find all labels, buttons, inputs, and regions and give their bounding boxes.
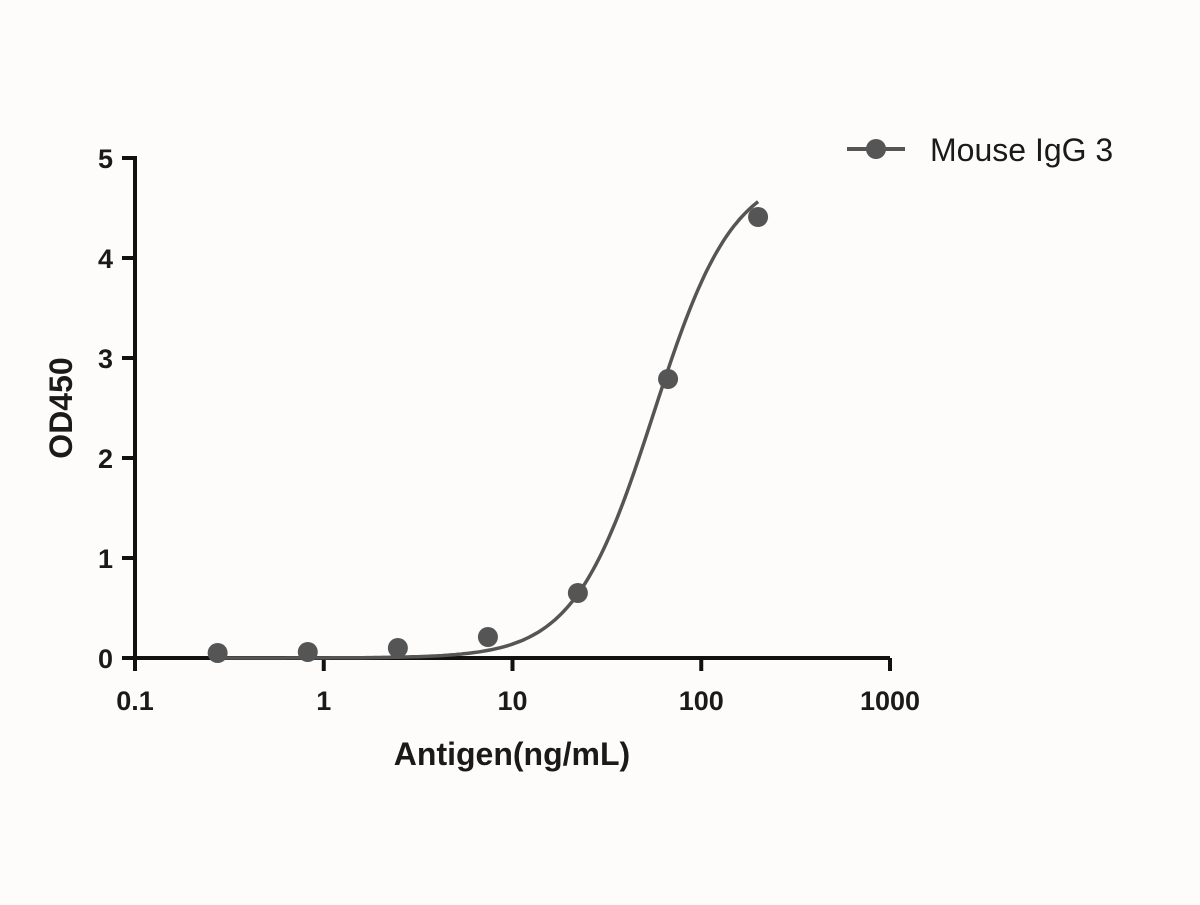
fit-curve <box>217 200 760 660</box>
y-tick-label: 5 <box>98 144 113 174</box>
y-tick-label: 2 <box>98 444 113 474</box>
data-point <box>658 369 679 389</box>
y-tick-label: 1 <box>98 544 113 574</box>
data-point <box>207 643 228 663</box>
x-tick-label: 100 <box>679 686 724 716</box>
x-tick-label: 10 <box>497 686 527 716</box>
x-axis-label: Antigen(ng/mL) <box>394 736 630 772</box>
data-point <box>297 642 318 662</box>
data-point <box>477 627 498 647</box>
legend-label: Mouse IgG 3 <box>930 132 1113 168</box>
y-tick-label: 4 <box>98 244 113 274</box>
x-tick-label: 0.1 <box>116 686 154 716</box>
x-tick-label: 1 <box>316 686 331 716</box>
legend-marker <box>866 139 886 159</box>
x-tick-label: 1000 <box>860 686 920 716</box>
data-point <box>748 207 769 227</box>
data-point <box>567 583 588 603</box>
y-tick-label: 0 <box>98 644 113 674</box>
y-axis-label: OD450 <box>43 357 79 458</box>
y-tick-label: 3 <box>98 344 113 374</box>
legend: Mouse IgG 3 <box>847 132 1113 168</box>
data-point <box>387 638 408 658</box>
